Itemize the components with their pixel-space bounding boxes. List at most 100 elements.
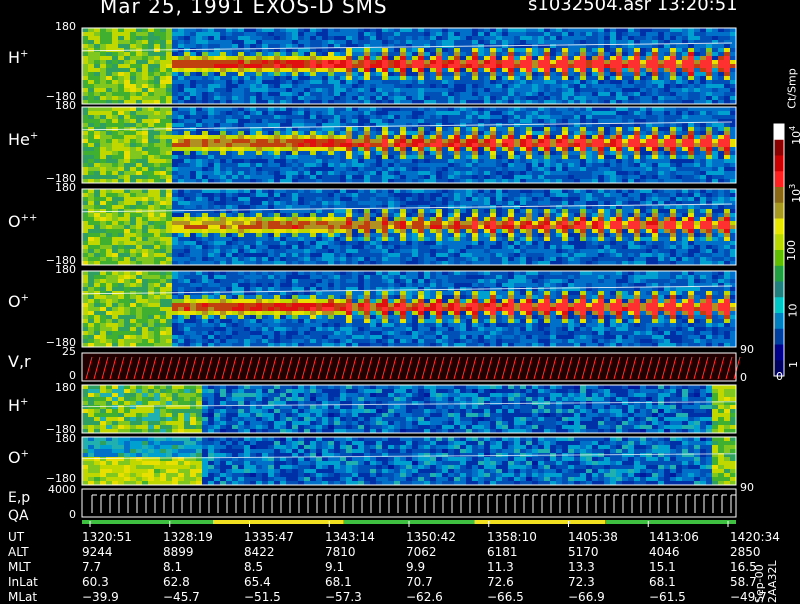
tick-h-top: 180 — [40, 20, 76, 33]
tick-v-top: 25 — [40, 345, 76, 358]
table-row-label: MLT — [8, 560, 31, 574]
tick-op-top: 180 — [40, 263, 76, 276]
colorbar-unit: Ct/Smp — [786, 68, 799, 108]
qa-strip-seg — [82, 520, 213, 524]
colorbar-seg — [774, 156, 784, 172]
tick-ep-bot: 0 — [40, 508, 76, 521]
table-cell: 62.8 — [163, 575, 190, 589]
table-cell: 1343:14 — [325, 530, 375, 544]
tick-opp-top: 180 — [40, 181, 76, 194]
table-cell: 1335:47 — [244, 530, 294, 544]
table-cell: 11.3 — [487, 560, 514, 574]
table-cell: 2850 — [730, 545, 761, 559]
table-cell: 1420:34 — [730, 530, 780, 544]
panel-label-he-plus: He+ — [8, 130, 38, 149]
table-cell: 8899 — [163, 545, 194, 559]
panel-label-e-p: E,p — [8, 490, 30, 506]
table-cell: 1328:19 — [163, 530, 213, 544]
tick-h2-top: 180 — [40, 381, 76, 394]
cb-tick-10: 10 — [787, 304, 800, 318]
table-cell: 1413:06 — [649, 530, 699, 544]
table-cell: −66.9 — [568, 590, 605, 604]
table-cell: 8.1 — [163, 560, 182, 574]
rtick-ep-top: 90 — [740, 481, 754, 494]
cb-tick-0: 0 — [776, 370, 783, 383]
table-cell: −62.6 — [406, 590, 443, 604]
rtick-v-top: 90 — [740, 343, 754, 356]
colorbar-seg — [774, 187, 784, 203]
table-cell: 9.9 — [406, 560, 425, 574]
colorbar-seg — [774, 297, 784, 313]
table-cell: −51.5 — [244, 590, 281, 604]
panel-label-o-plus: O+ — [8, 292, 29, 311]
rtick-v-bot: 0 — [740, 371, 747, 384]
colorbar-seg — [774, 203, 784, 219]
table-cell: 5170 — [568, 545, 599, 559]
tick-ep-top: 4000 — [40, 483, 76, 496]
table-cell: 13.3 — [568, 560, 595, 574]
table-cell: 4046 — [649, 545, 680, 559]
cb-tick-1e4: 104 — [788, 126, 800, 145]
colorbar-seg — [774, 250, 784, 266]
colorbar-seg — [774, 171, 784, 187]
colorbar-seg — [774, 313, 784, 329]
qa-strip-seg — [605, 520, 736, 524]
colorbar-seg — [774, 282, 784, 298]
table-cell: 6181 — [487, 545, 518, 559]
table-cell: 68.1 — [325, 575, 352, 589]
table-cell: 65.4 — [244, 575, 271, 589]
table-cell: −45.7 — [163, 590, 200, 604]
panel-label-o-plus-plus: O++ — [8, 212, 37, 231]
panel-label-o-plus-low: O+ — [8, 448, 29, 467]
table-cell: 15.1 — [649, 560, 676, 574]
table-row-label: UT — [8, 530, 24, 544]
table-cell: 7.7 — [82, 560, 101, 574]
colorbar-seg — [774, 219, 784, 235]
table-cell: 8.5 — [244, 560, 263, 574]
table-cell: 16.5 — [730, 560, 757, 574]
table-cell: −39.9 — [82, 590, 119, 604]
colorbar-seg — [774, 234, 784, 250]
cb-tick-1: 1 — [787, 361, 800, 368]
table-cell: −61.5 — [649, 590, 686, 604]
qa-strip-seg — [474, 520, 605, 524]
table-cell: −66.5 — [487, 590, 524, 604]
tick-he-top: 180 — [40, 99, 76, 112]
panel-label-h-plus-low: H+ — [8, 396, 28, 415]
table-cell: 1350:42 — [406, 530, 456, 544]
table-cell: 7062 — [406, 545, 437, 559]
table-cell: 60.3 — [82, 575, 109, 589]
colorbar-seg — [774, 124, 784, 140]
cb-tick-1e3: 103 — [788, 184, 800, 203]
table-cell: 1358:10 — [487, 530, 537, 544]
colorbar-seg — [774, 140, 784, 156]
table-cell: −49.7 — [730, 590, 767, 604]
table-cell: 8422 — [244, 545, 275, 559]
table-cell: 7810 — [325, 545, 356, 559]
plot-title: Mar 25, 1991 EXOS-D SMS — [100, 0, 388, 18]
table-cell: 58.7 — [730, 575, 757, 589]
table-cell: −57.3 — [325, 590, 362, 604]
table-row-label: InLat — [8, 575, 38, 589]
table-cell: 72.6 — [487, 575, 514, 589]
file-info: s1032504.asr 13:20:51 — [528, 0, 738, 15]
tick-o2-top: 180 — [40, 432, 76, 445]
table-cell: 70.7 — [406, 575, 433, 589]
table-row-label: MLat — [8, 590, 37, 604]
table-cell: 72.3 — [568, 575, 595, 589]
table-cell: 9244 — [82, 545, 113, 559]
panel-label-qa: QA — [8, 508, 29, 524]
colorbar-seg — [774, 266, 784, 282]
colorbar-seg — [774, 345, 784, 361]
table-cell: 9.1 — [325, 560, 344, 574]
qa-strip-seg — [213, 520, 344, 524]
panel-label-h-plus: H+ — [8, 48, 28, 67]
table-cell: 1320:51 — [82, 530, 132, 544]
ep-bg — [82, 489, 736, 517]
panel-label-v-r: V,r — [8, 352, 31, 371]
table-cell: 68.1 — [649, 575, 676, 589]
cb-tick-100: 100 — [785, 240, 798, 261]
table-cell: 1405:38 — [568, 530, 618, 544]
table-row-label: ALT — [8, 545, 29, 559]
